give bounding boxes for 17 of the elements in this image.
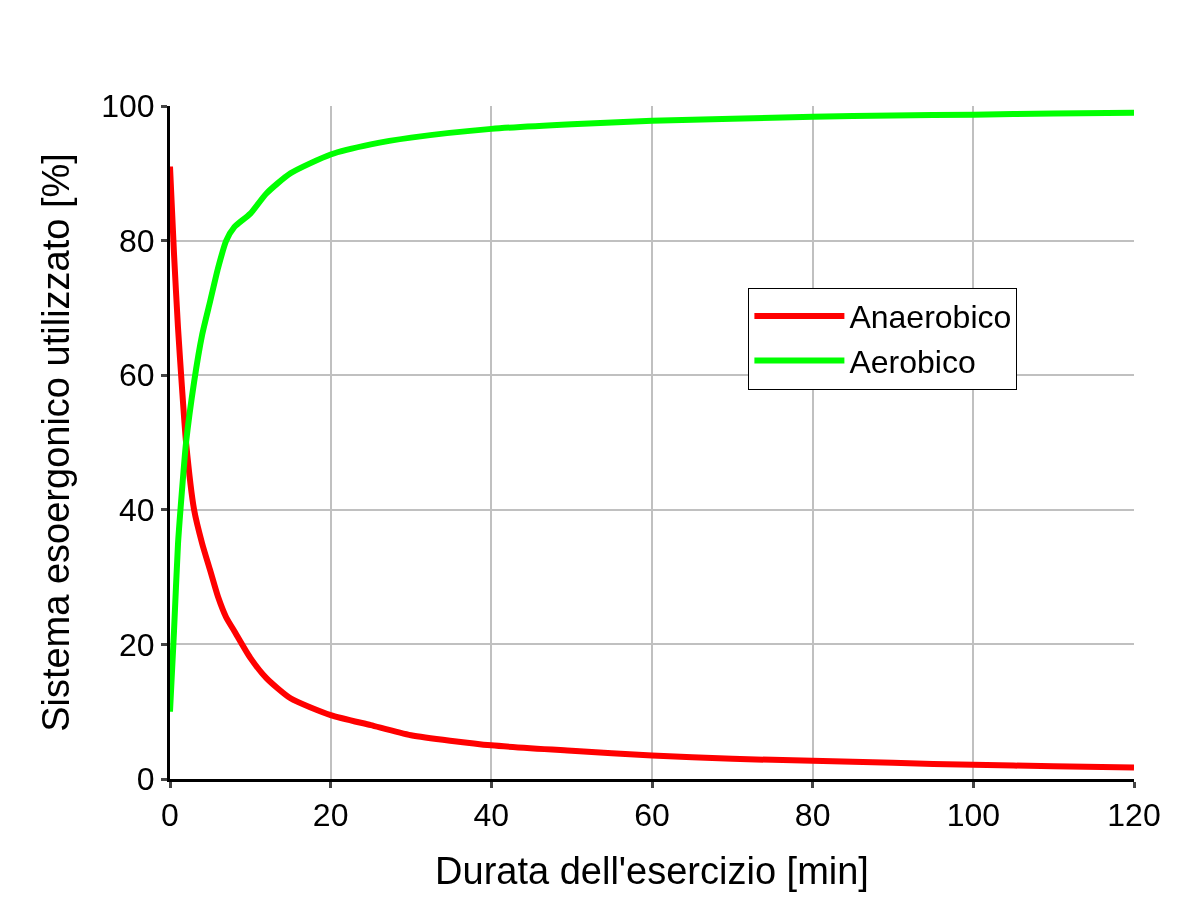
y-tick-label: 0 <box>136 761 155 798</box>
y-axis-title: Sistema esoergonico utilizzato [%] <box>35 153 78 732</box>
x-axis-title: Durata dell'esercizio [min] <box>435 849 869 892</box>
x-tick-label: 20 <box>312 797 349 834</box>
legend-label: Aerobico <box>849 344 976 381</box>
y-tick-label: 40 <box>119 492 155 528</box>
x-tick-label: 80 <box>794 797 831 834</box>
x-tick-label: 0 <box>161 797 179 834</box>
x-tick-label: 40 <box>473 797 510 834</box>
y-tick-label: 80 <box>119 222 155 259</box>
y-tick-label: 100 <box>101 88 155 125</box>
y-tick-label: 60 <box>119 357 155 394</box>
x-tick-label: 120 <box>1107 797 1161 834</box>
x-tick-label: 100 <box>946 797 1001 834</box>
x-tick-label: 60 <box>634 797 670 834</box>
legend-label: Anaerobico <box>849 299 1012 336</box>
y-tick-label: 20 <box>119 626 155 663</box>
